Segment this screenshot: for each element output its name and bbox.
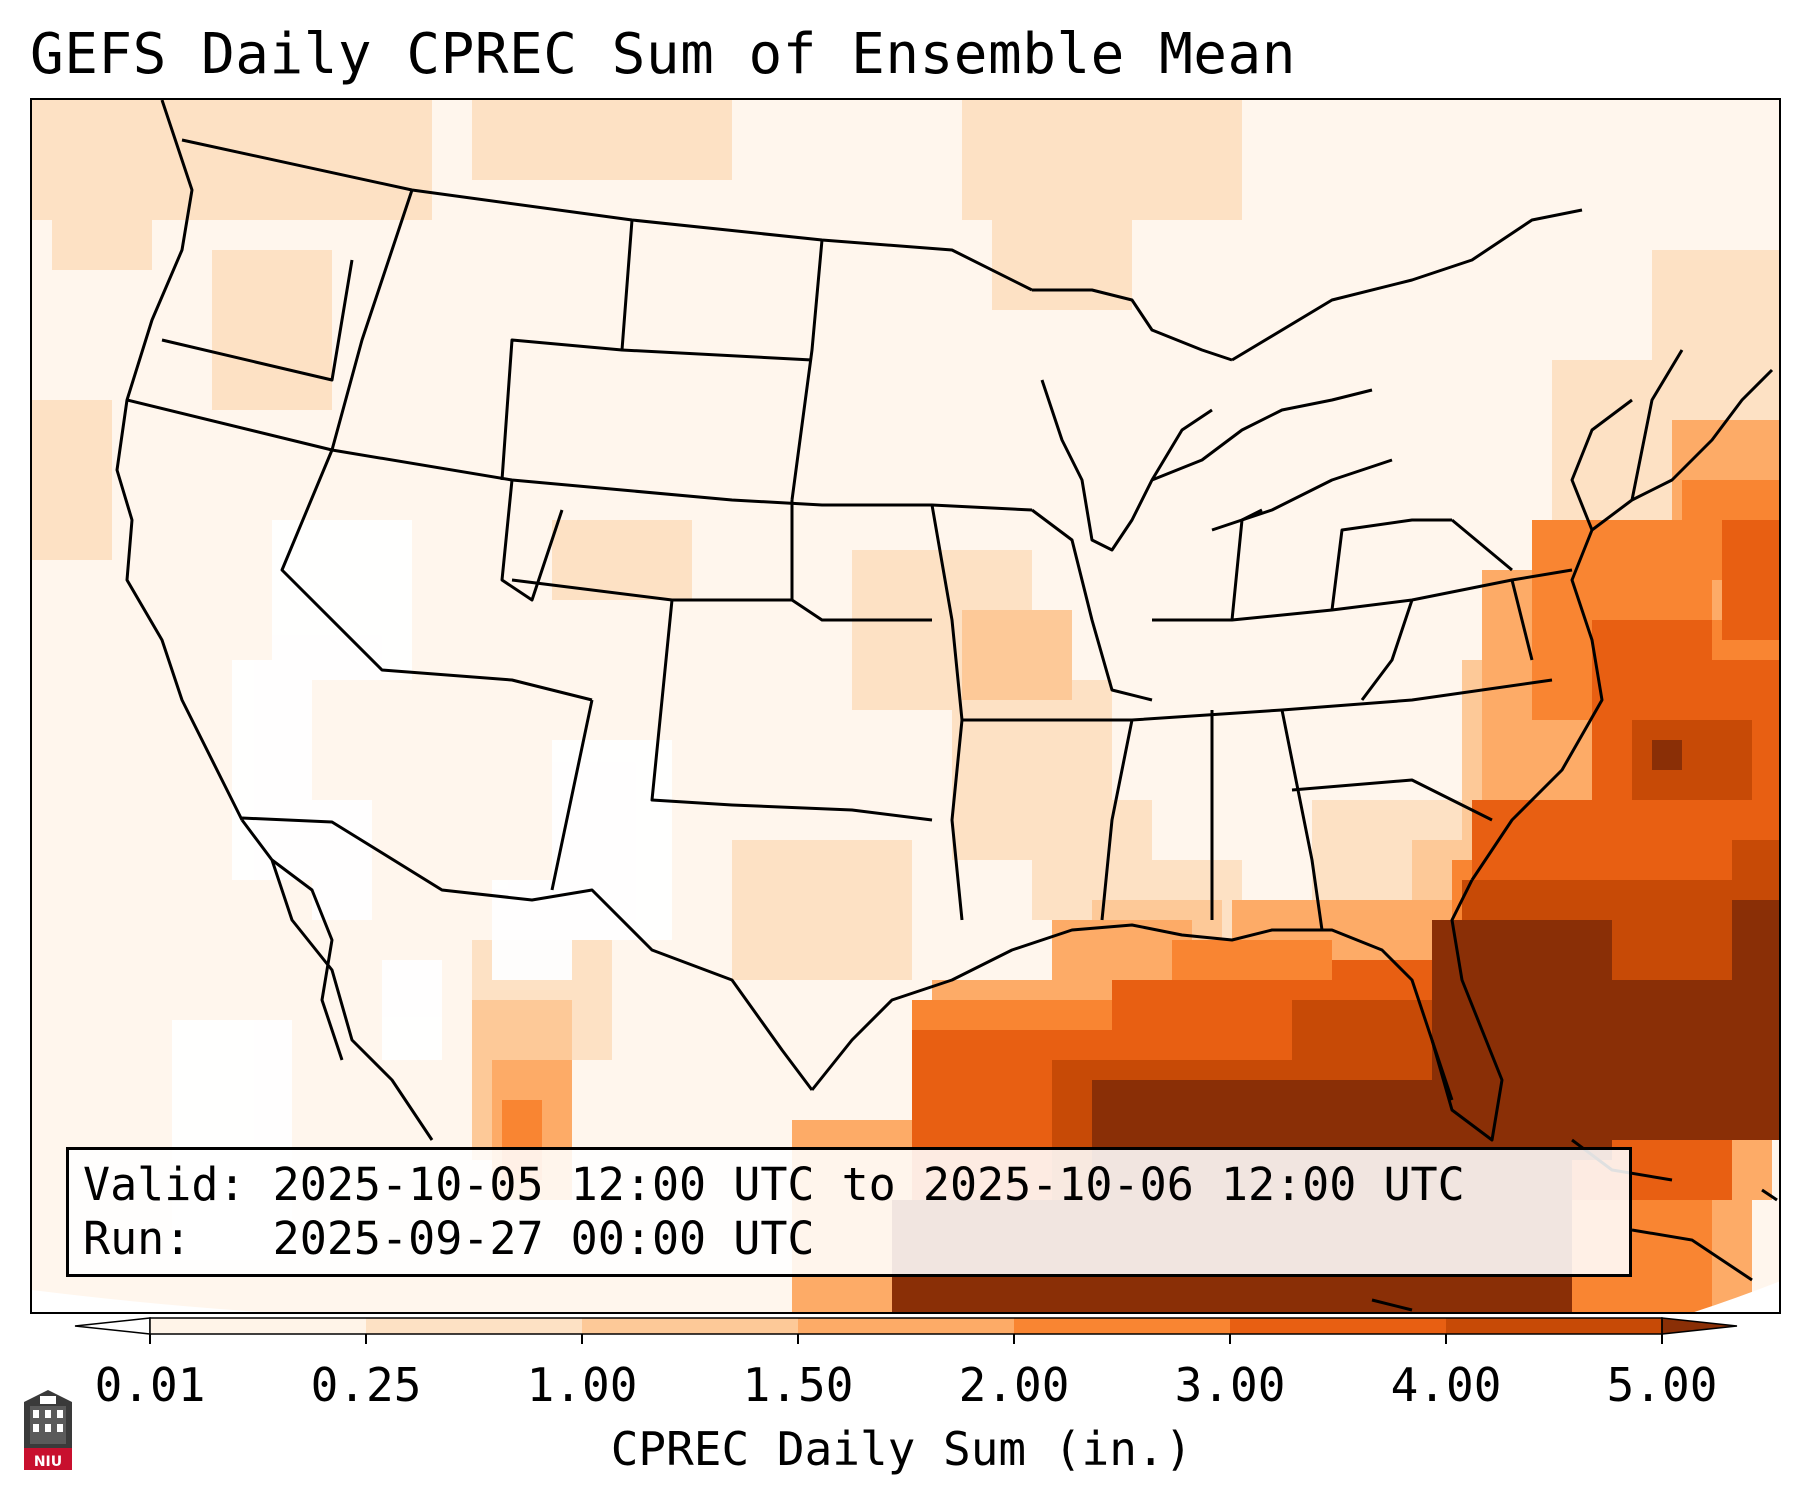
colorbar-tick-label: 1.50	[742, 1358, 854, 1412]
run-value: 2025-09-27 00:00 UTC	[272, 1212, 815, 1265]
map-panel	[30, 98, 1781, 1314]
colorbar-tick-label: 5.00	[1606, 1358, 1718, 1412]
colorbar-extend-high	[1661, 1317, 1738, 1335]
colorbar-label: CPREC Daily Sum (in.)	[610, 1422, 1193, 1476]
run-label: Run:	[83, 1212, 192, 1265]
state-borders	[115, 100, 1774, 1142]
colorbar-segment	[582, 1318, 799, 1334]
niu-logo: NIU	[24, 1390, 72, 1470]
colorbar-tick-label: 3.00	[1174, 1358, 1286, 1412]
run-line: Run: 2025-09-27 00:00 UTC	[83, 1212, 1615, 1266]
colorbar-segment	[798, 1318, 1015, 1334]
colorbar-tick-label: 1.00	[526, 1358, 638, 1412]
colorbar-segment	[150, 1318, 367, 1334]
precipitation-map	[32, 100, 1779, 1312]
colorbar	[74, 1317, 1738, 1344]
colorbar-tick-label: 4.00	[1390, 1358, 1502, 1412]
colorbar-segment	[1446, 1318, 1663, 1334]
colorbar-segment	[1230, 1318, 1447, 1334]
page-title: GEFS Daily CPREC Sum of Ensemble Mean	[30, 22, 1296, 87]
colorbar-outline	[149, 1317, 1663, 1335]
colorbar-segment	[366, 1318, 583, 1334]
valid-line: Valid: 2025-10-05 12:00 UTC to 2025-10-0…	[83, 1158, 1615, 1212]
colorbar-extend-low	[74, 1317, 151, 1335]
colorbar-tick-label: 0.01	[94, 1358, 206, 1412]
info-box: Valid: 2025-10-05 12:00 UTC to 2025-10-0…	[66, 1147, 1632, 1277]
domain-edge	[32, 1290, 262, 1312]
niu-logo-text: NIU	[34, 1454, 62, 1470]
valid-label: Valid:	[83, 1158, 246, 1211]
colorbar-segment	[1014, 1318, 1231, 1334]
valid-value: 2025-10-05 12:00 UTC to 2025-10-06 12:00…	[272, 1158, 1465, 1211]
colorbar-tick-label: 0.25	[310, 1358, 422, 1412]
colorbar-tick-label: 2.00	[958, 1358, 1070, 1412]
